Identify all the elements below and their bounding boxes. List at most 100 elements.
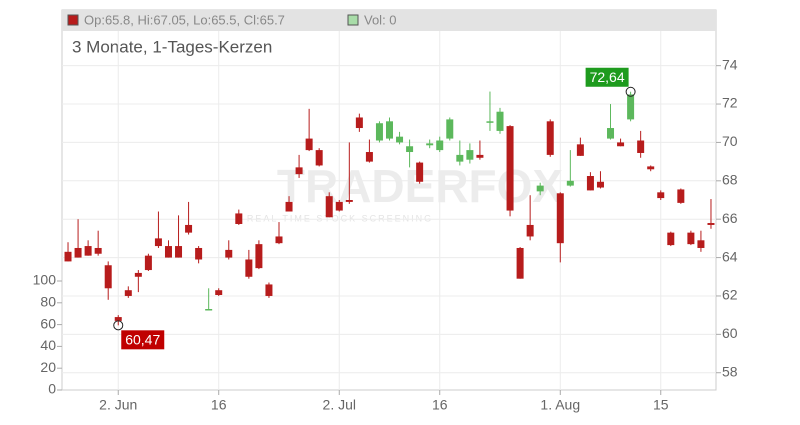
extreme-label: 72,64 (590, 69, 625, 85)
candle-body (416, 162, 424, 182)
y-tick-label: 72 (722, 95, 738, 111)
candle-body (687, 232, 695, 245)
candle-body (617, 142, 625, 147)
candle-body (325, 196, 333, 218)
candle-body (64, 251, 72, 262)
y-tick-label: 58 (722, 363, 738, 379)
candle-body (275, 236, 283, 244)
candle-body (426, 143, 434, 146)
candle-body (295, 167, 303, 175)
candle-body (84, 246, 92, 256)
candle-body (436, 140, 444, 151)
candle-body (586, 176, 594, 191)
x-tick-label: 2. Jun (99, 397, 137, 413)
candle-body (245, 259, 253, 277)
ohlc-legend: Op:65.8, Hi:67.05, Lo:65.5, Cl:65.7 (84, 12, 285, 27)
candle-body (144, 255, 152, 271)
candle-body (185, 224, 193, 233)
candle-body (235, 213, 243, 224)
candle-body (496, 111, 504, 131)
x-tick-label: 2. Jul (323, 397, 356, 413)
candle-body (677, 189, 685, 203)
candle-body (697, 240, 705, 248)
y2-tick-label: 100 (33, 272, 57, 288)
candle-body (94, 247, 102, 254)
candle-body (375, 123, 383, 141)
y2-tick-label: 20 (40, 359, 56, 375)
candle-body (134, 272, 142, 277)
y2-tick-label: 40 (40, 337, 56, 353)
ohlc-swatch (67, 14, 79, 26)
candle-body (124, 290, 132, 296)
y-tick-label: 68 (722, 172, 738, 188)
candle-body (556, 193, 564, 244)
candle-body (355, 117, 363, 129)
candle-body (315, 150, 323, 166)
candle-body (637, 140, 645, 153)
candle-body (486, 121, 494, 123)
candle-body (215, 290, 223, 295)
extreme-marker (625, 86, 636, 97)
y2-tick-label: 60 (40, 315, 56, 331)
y-tick-label: 70 (722, 133, 738, 149)
candle-body (406, 146, 414, 153)
candle-body (607, 128, 615, 139)
candle-body (546, 121, 554, 155)
candle-body (164, 246, 172, 258)
candle-body (456, 154, 464, 162)
candle-body (476, 154, 484, 158)
candle-body (74, 247, 82, 258)
candle-body (707, 223, 715, 225)
volume-swatch (347, 14, 359, 26)
grid (62, 31, 716, 390)
candle-body (446, 119, 454, 139)
x-tick-label: 16 (211, 397, 227, 413)
x-tick-label: 16 (432, 397, 448, 413)
volume-legend: Vol: 0 (364, 12, 397, 27)
candle-body (104, 265, 112, 289)
candle-body (285, 201, 293, 212)
y-tick-label: 74 (722, 56, 738, 72)
candle-body (305, 138, 313, 151)
candle-body (365, 152, 373, 162)
candle-body (154, 238, 162, 247)
subtitle: 3 Monate, 1-Tages-Kerzen (72, 37, 272, 56)
legend-bar (62, 10, 716, 31)
candle-body (466, 150, 474, 160)
candle-body (647, 166, 655, 170)
extreme-label: 60,47 (125, 332, 160, 348)
y-tick-label: 64 (722, 248, 738, 264)
extreme-label-box (121, 330, 165, 350)
candle-body (265, 284, 273, 296)
y-tick-label: 60 (722, 325, 738, 341)
candle-body (345, 200, 353, 202)
candle-body (536, 185, 544, 192)
candle-body (516, 247, 524, 279)
x-tick-label: 15 (653, 397, 669, 413)
y-tick-label: 66 (722, 210, 738, 226)
candle-body (195, 247, 203, 260)
candle-body (225, 249, 233, 258)
candle-body (396, 136, 404, 143)
extreme-marker (113, 320, 124, 331)
candle-body (506, 126, 514, 211)
y2-tick-label: 80 (40, 294, 56, 310)
y-tick-label: 62 (722, 287, 738, 303)
y2-tick-label: 0 (48, 381, 56, 397)
candle-body (667, 232, 675, 246)
x-tick-label: 1. Aug (540, 397, 580, 413)
candle-body (335, 201, 343, 211)
candle-body (627, 94, 635, 120)
candle-body (526, 224, 534, 237)
candle-body (596, 181, 604, 188)
watermark-tagline: REAL TIME STOCK SCREENING (247, 213, 433, 223)
candle-body (175, 246, 183, 258)
candle-body (255, 244, 263, 269)
extreme-label-box (585, 67, 629, 87)
candle-body (114, 317, 122, 321)
candle-body (576, 144, 584, 156)
candle-body (205, 309, 213, 311)
candle-body (657, 192, 665, 199)
candle-body (386, 121, 393, 139)
